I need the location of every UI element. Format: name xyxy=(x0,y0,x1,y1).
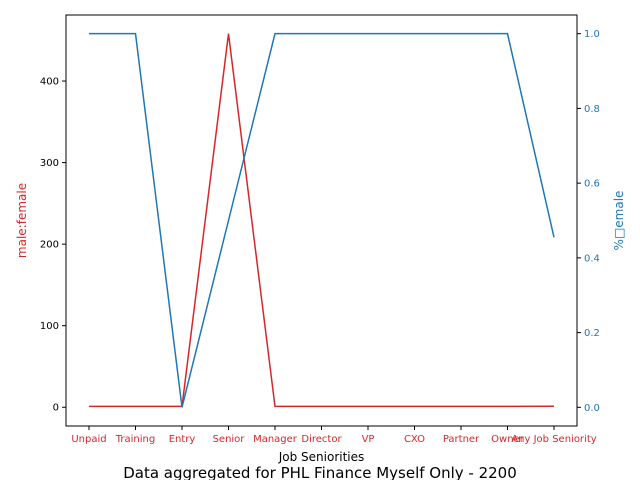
left-tick-label: 300 xyxy=(40,158,59,169)
plot-area xyxy=(66,15,577,426)
x-tick-label: Partner xyxy=(443,434,480,445)
series-layer xyxy=(89,34,554,408)
right-axis-label: %□emale xyxy=(612,191,626,251)
x-tick-label: Director xyxy=(301,434,342,445)
x-tick-label: Training xyxy=(115,434,155,445)
chart-caption: Data aggregated for PHL Finance Myself O… xyxy=(123,464,517,480)
left-tick-label: 400 xyxy=(40,77,59,88)
left-tick-label: 200 xyxy=(40,240,59,251)
right-tick-label: 0.4 xyxy=(584,253,600,264)
right-tick-label: 0.0 xyxy=(584,403,600,414)
left-tick-label: 100 xyxy=(40,321,59,332)
x-tick-label: Manager xyxy=(253,434,298,445)
right-tick-label: 0.6 xyxy=(584,179,600,190)
x-tick-label: CXO xyxy=(404,434,425,445)
right-axis-ticks: 0.0 0.2 0.4 0.6 0.8 1.0 xyxy=(577,29,600,414)
right-tick-label: 0.2 xyxy=(584,328,600,339)
left-axis-ticks: 0 100 200 300 400 xyxy=(40,77,66,414)
right-tick-label: 0.8 xyxy=(584,104,600,115)
x-tick-label: Any Job Seniority xyxy=(511,434,596,445)
plot-frame xyxy=(66,15,577,426)
x-axis-ticks: Unpaid Training Entry Senior Manager Director… xyxy=(71,426,596,445)
x-tick-label: VP xyxy=(362,434,375,445)
x-tick-label: Entry xyxy=(169,434,196,445)
right-tick-label: 1.0 xyxy=(584,29,600,40)
x-tick-label: Unpaid xyxy=(71,434,106,445)
left-axis-label: male:female xyxy=(15,183,29,258)
x-tick-label: Senior xyxy=(213,434,246,445)
x-axis-label: Job Seniorities xyxy=(278,450,365,464)
series-line-pct-female xyxy=(89,34,554,408)
left-tick-label: 0 xyxy=(53,403,59,414)
